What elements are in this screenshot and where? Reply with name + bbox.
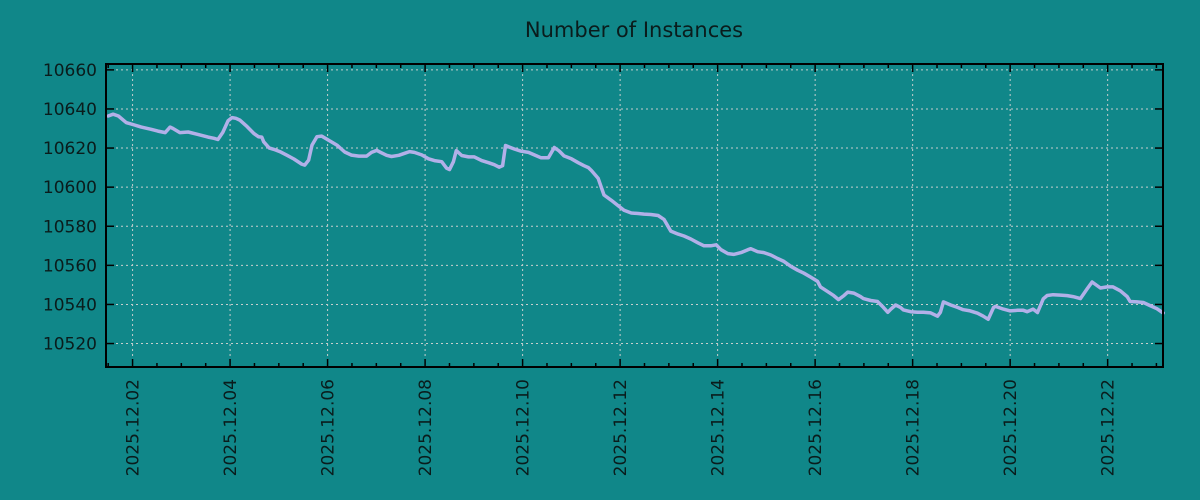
x-tick-label: 2025.12.12 <box>611 379 631 476</box>
y-tick-label: 10560 <box>43 256 97 276</box>
x-tick-label: 2025.12.16 <box>806 379 826 476</box>
y-tick-label: 10660 <box>43 61 97 81</box>
y-tick-label: 10640 <box>43 100 97 120</box>
x-tick-label: 2025.12.14 <box>709 379 729 476</box>
y-tick-label: 10580 <box>43 217 97 237</box>
x-tick-label: 2025.12.10 <box>514 379 534 476</box>
x-tick-label: 2025.12.02 <box>124 379 144 476</box>
grid-layer <box>106 64 1163 367</box>
x-tick-label: 2025.12.20 <box>1001 379 1021 476</box>
y-tick-label: 10540 <box>43 295 97 315</box>
x-tick-label: 2025.12.08 <box>416 379 436 476</box>
y-tick-label: 10520 <box>43 335 97 355</box>
x-tick-label: 2025.12.06 <box>319 379 339 476</box>
series-line-instances <box>106 112 1165 322</box>
axis-labels: 2025.12.02 2025.12.04 2025.12.06 2025.12.08… <box>43 61 1119 476</box>
x-tick-label: 2025.12.22 <box>1099 379 1119 476</box>
y-tick-label: 10600 <box>43 178 97 198</box>
x-tick-label: 2025.12.04 <box>221 379 241 476</box>
axis-ticks <box>106 64 1163 367</box>
plot-border <box>105 63 1164 368</box>
y-tick-label: 10620 <box>43 139 97 159</box>
chart-title: Number of Instances <box>525 18 743 42</box>
series-layer <box>106 112 1165 322</box>
x-tick-label: 2025.12.18 <box>904 379 924 476</box>
